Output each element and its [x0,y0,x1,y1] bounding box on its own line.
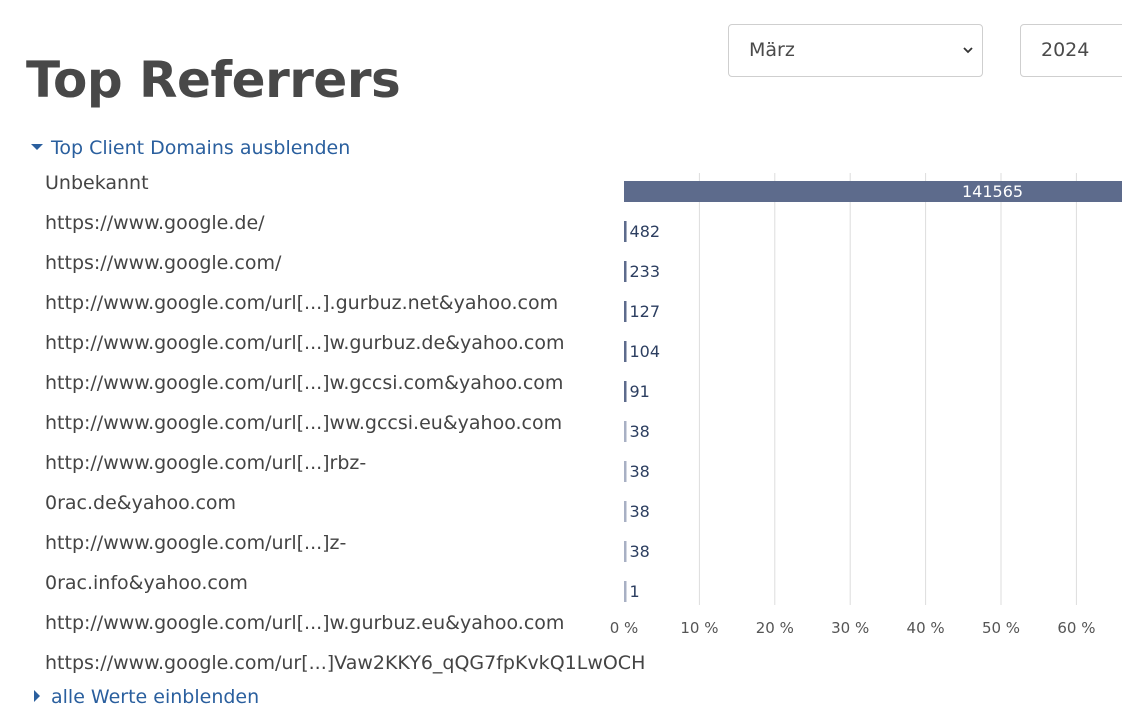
show-all-values-toggle[interactable]: alle Werte einblenden [30,685,259,709]
bar [624,301,627,322]
month-select-value: März [749,39,795,61]
referrer-label: http://www.google.com/url[...]w.gurbuz.d… [45,332,565,354]
bar-value-label: 482 [630,222,661,241]
bar [624,221,627,242]
referrer-label: 0rac.info&yahoo.com [45,572,248,594]
referrer-label: http://www.google.com/url[...]rbz- [45,452,367,474]
x-tick-label: 0 % [610,619,639,637]
bar-value-label: 233 [630,262,661,281]
caret-down-icon [31,144,43,150]
bar [624,461,627,482]
bar-value-label: 141565 [962,182,1023,201]
referrer-label: https://www.google.de/ [45,212,265,234]
bar-value-label: 104 [630,342,661,361]
x-tick-label: 30 % [831,619,869,637]
bar [624,181,1122,202]
x-tick-label: 10 % [680,619,718,637]
bar-value-label: 127 [630,302,661,321]
bar-value-label: 38 [630,422,650,441]
referrer-label: http://www.google.com/url[...]ww.gccsi.e… [45,412,563,434]
x-tick-label: 50 % [982,619,1020,637]
page-title: Top Referrers [26,51,401,109]
hide-top-domains-toggle[interactable]: Top Client Domains ausblenden [30,136,350,160]
bar-value-label: 38 [630,542,650,561]
bar [624,501,627,522]
referrer-label: Unbekannt [45,172,149,194]
caret-right-icon [34,690,40,702]
month-select[interactable]: März [728,24,983,77]
referrer-label: 0rac.de&yahoo.com [45,492,237,514]
x-tick-label: 60 % [1057,619,1095,637]
referrer-label: https://www.google.com/ur[...]Vaw2KKY6_q… [45,652,646,674]
x-tick-label: 40 % [907,619,945,637]
bar [624,261,627,282]
bar-value-label: 1 [630,582,640,601]
referrer-label: http://www.google.com/url[...]z- [45,532,347,554]
bar [624,541,627,562]
referrer-label: https://www.google.com/ [45,252,282,274]
bar-value-label: 38 [630,462,650,481]
x-tick-label: 20 % [756,619,794,637]
bar-value-label: 38 [630,502,650,521]
bar-value-label: 91 [630,382,650,401]
referrer-label: http://www.google.com/url[...]w.gccsi.co… [45,372,564,394]
referrer-label: http://www.google.com/url[...].gurbuz.ne… [45,292,559,314]
show-all-values-label: alle Werte einblenden [51,686,260,708]
year-select[interactable]: 2024 [1020,24,1122,77]
chevron-down-icon [963,47,973,54]
bar [624,421,627,442]
hide-top-domains-label: Top Client Domains ausblenden [51,137,351,159]
bar [624,341,627,362]
bar [624,381,627,402]
bar [624,581,627,602]
year-select-value: 2024 [1041,39,1090,61]
referrer-label: http://www.google.com/url[...]w.gurbuz.e… [45,612,565,634]
